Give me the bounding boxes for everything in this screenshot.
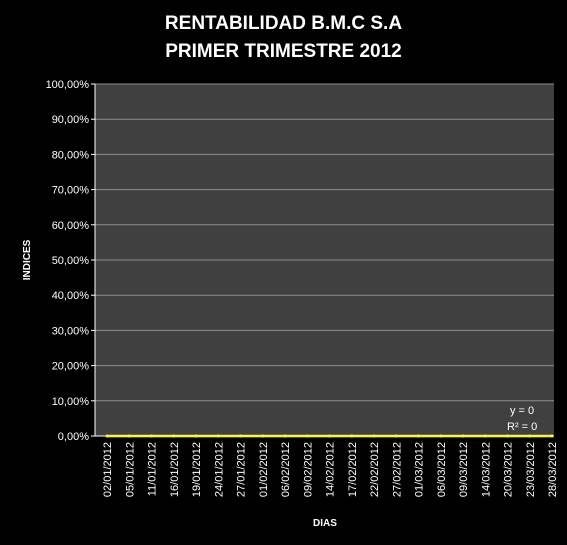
y-axis-ticks: 0,00% 10,00% 20,00% 30,00% 40,00% 50,00% 60,00…	[46, 79, 95, 443]
y-tick-label: 50,00%	[52, 255, 90, 267]
x-tick-label: 09/03/2012	[458, 442, 470, 497]
y-tick-label: 100,00%	[46, 79, 90, 91]
y-tick-label: 30,00%	[52, 325, 90, 337]
data-point	[261, 434, 265, 438]
data-point	[461, 434, 465, 438]
data-point	[483, 434, 487, 438]
x-tick-label: 22/02/2012	[369, 442, 381, 497]
y-tick-label: 40,00%	[52, 290, 90, 302]
data-point	[305, 434, 309, 438]
trendline-r-squared: R² = 0	[507, 421, 537, 433]
x-tick-label: 24/01/2012	[213, 442, 225, 497]
y-tick-label: 70,00%	[52, 185, 90, 197]
x-tick-label: 06/02/2012	[280, 442, 292, 497]
x-axis-ticks: 02/01/2012 05/01/2012 11/01/2012 16/01/2012…	[102, 442, 559, 497]
data-point	[127, 434, 131, 438]
data-point	[150, 434, 153, 438]
x-tick-label: 01/03/2012	[414, 442, 426, 497]
chart-title-line-1: RENTABILIDAD B.M.C S.A	[164, 13, 403, 34]
data-point	[506, 434, 509, 438]
x-tick-label: 14/02/2012	[325, 442, 337, 497]
series-layer	[105, 434, 554, 438]
data-point	[105, 434, 109, 438]
y-tick-label: 90,00%	[52, 114, 90, 126]
x-tick-label: 23/03/2012	[525, 442, 537, 497]
data-point	[194, 434, 198, 438]
x-tick-label: 09/02/2012	[302, 442, 314, 497]
data-point	[439, 434, 443, 438]
data-point	[350, 434, 354, 438]
data-point	[528, 434, 532, 438]
x-tick-label: 16/01/2012	[169, 442, 181, 497]
data-point	[239, 434, 242, 438]
trendline-equation: y = 0	[510, 405, 534, 417]
x-tick-label: 17/02/2012	[347, 442, 359, 497]
data-point	[417, 434, 420, 438]
x-tick-label: 06/03/2012	[436, 442, 448, 497]
x-tick-label: 19/01/2012	[191, 442, 203, 497]
data-point	[394, 434, 398, 438]
data-point	[550, 434, 554, 438]
y-tick-label: 60,00%	[52, 220, 90, 232]
x-tick-label: 20/03/2012	[503, 442, 515, 497]
data-point	[283, 434, 287, 438]
x-tick-label: 27/02/2012	[391, 442, 403, 497]
data-point	[216, 434, 220, 438]
x-tick-label: 02/01/2012	[102, 442, 114, 497]
x-axis-title: DIAS	[313, 518, 337, 529]
x-tick-label: 05/01/2012	[124, 442, 136, 497]
data-point	[328, 434, 331, 438]
x-tick-label: 27/01/2012	[236, 442, 248, 497]
y-tick-label: 20,00%	[52, 361, 90, 373]
x-tick-label: 01/02/2012	[258, 442, 270, 497]
x-tick-label: 28/03/2012	[547, 442, 559, 497]
chart-title-line-2: PRIMER TRIMESTRE 2012	[165, 41, 402, 62]
data-point	[172, 434, 176, 438]
x-tick-label: 14/03/2012	[480, 442, 492, 497]
y-axis-title: INDICES	[22, 239, 33, 280]
y-tick-label: 0,00%	[58, 431, 89, 443]
data-point	[372, 434, 376, 438]
y-tick-label: 10,00%	[52, 396, 90, 408]
x-tick-label: 11/01/2012	[147, 442, 159, 496]
y-tick-label: 80,00%	[52, 149, 90, 161]
